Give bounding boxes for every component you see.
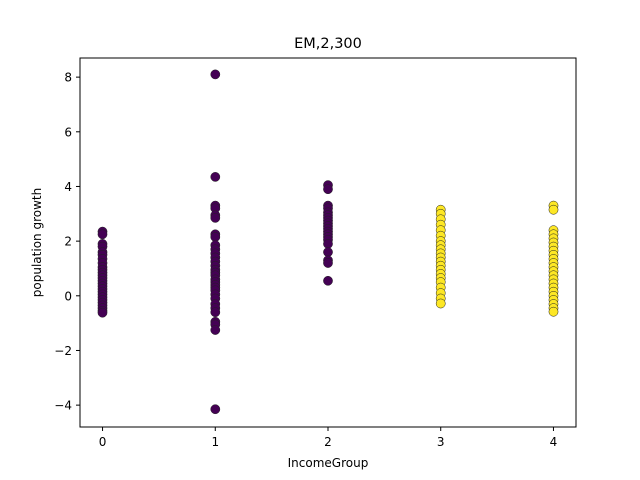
data-point — [323, 247, 333, 257]
x-axis-label: IncomeGroup — [288, 456, 369, 470]
y-tick-label: 4 — [64, 180, 72, 194]
data-point — [323, 184, 333, 195]
y-tick-label: 6 — [64, 125, 72, 139]
data-point — [210, 172, 221, 182]
points-layer — [97, 69, 559, 415]
data-point — [97, 307, 108, 318]
data-point — [210, 307, 221, 318]
y-tick-label: 2 — [64, 235, 72, 249]
y-tick-label: 8 — [64, 71, 72, 85]
data-point — [435, 298, 446, 309]
y-tick-label: 0 — [64, 289, 72, 303]
x-tick-label: 2 — [324, 435, 332, 449]
data-point — [210, 213, 221, 223]
x-tick-label: 4 — [550, 435, 558, 449]
data-point — [323, 258, 333, 268]
data-point — [210, 69, 221, 80]
x-tick-label: 3 — [437, 435, 445, 449]
data-point — [548, 204, 559, 215]
data-point — [97, 229, 108, 240]
data-point — [210, 404, 221, 415]
y-axis-ticks: −4 −2 0 2 4 6 8 — [54, 71, 80, 413]
y-tick-label: −4 — [54, 399, 72, 413]
x-axis-ticks: 0 1 2 3 4 — [99, 427, 558, 449]
data-point — [210, 232, 221, 242]
chart-title: EM,2,300 — [294, 36, 362, 52]
y-tick-label: −2 — [54, 344, 72, 358]
x-tick-label: 1 — [211, 435, 219, 449]
y-axis-label: population growth — [30, 188, 44, 297]
data-point — [548, 306, 559, 317]
data-point — [323, 239, 333, 249]
data-point — [323, 275, 333, 286]
x-tick-label: 0 — [99, 435, 107, 449]
data-point — [210, 325, 221, 335]
